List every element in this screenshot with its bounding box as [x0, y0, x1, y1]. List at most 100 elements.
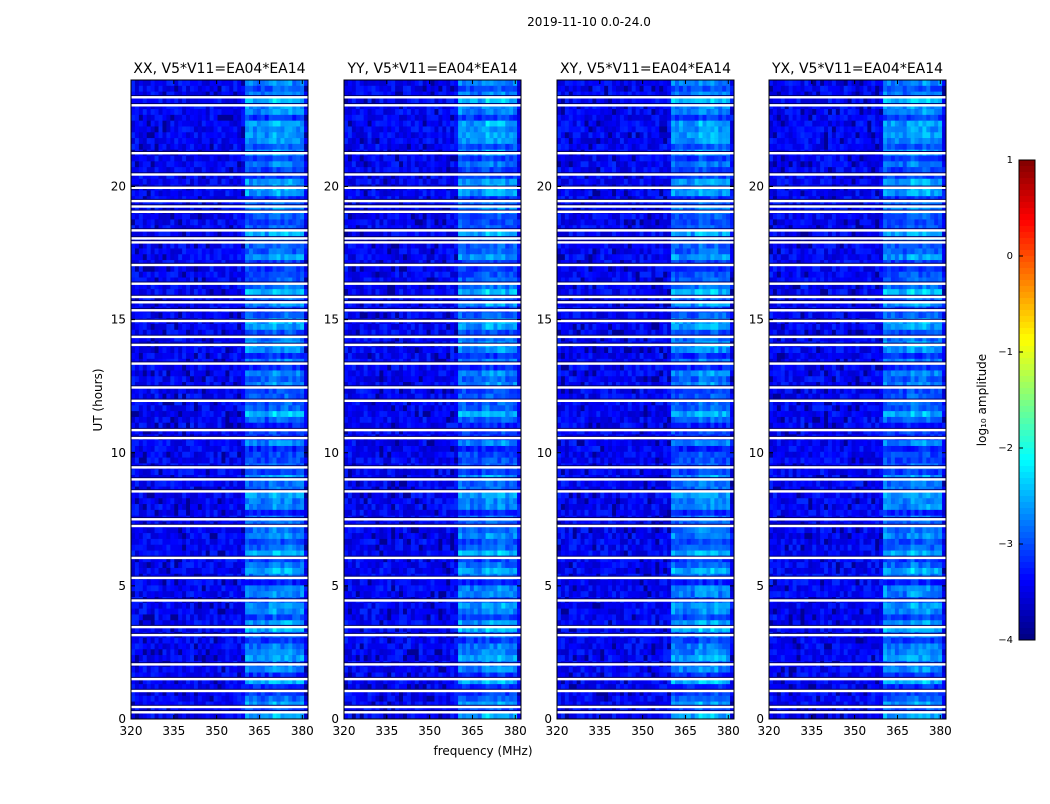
spectrogram-cell	[225, 219, 230, 226]
spectrogram-cell	[241, 353, 246, 360]
spectrogram-cell	[134, 231, 140, 238]
spectrogram-cell	[138, 347, 144, 354]
spectrogram-cell	[276, 370, 281, 377]
spectrogram-cell	[276, 219, 281, 226]
spectrogram-cell	[256, 109, 262, 116]
spectrogram-cell	[296, 393, 301, 400]
spectrogram-cell	[142, 585, 148, 592]
spectrogram-cell	[158, 323, 163, 331]
spectrogram-cell	[190, 585, 195, 592]
spectrogram-cell	[131, 504, 136, 511]
spectrogram-cell	[138, 323, 144, 331]
spectrogram-cell	[229, 393, 234, 400]
spectrogram-cell	[229, 265, 234, 272]
spectrogram-cell	[154, 138, 159, 145]
spectrogram-cell	[205, 213, 210, 220]
spectrogram-cell	[197, 231, 203, 238]
spectrogram-cell	[280, 538, 285, 546]
spectrogram-cell	[205, 440, 210, 447]
spectrogram-cell	[229, 695, 234, 702]
spectrogram-cell	[182, 428, 187, 435]
spectrogram-cell	[288, 469, 293, 476]
spectrogram-cell	[249, 550, 254, 557]
spectrogram-cell	[182, 254, 187, 261]
spectrogram-cell	[150, 329, 155, 336]
spectrogram-cell	[182, 370, 187, 377]
spectrogram-cell	[225, 602, 230, 609]
spectrogram-cell	[229, 329, 234, 336]
spectrogram-cell	[256, 387, 262, 394]
spectrogram-cell	[166, 132, 171, 139]
spectrogram-cell	[284, 672, 289, 679]
spectrogram-cell	[284, 492, 289, 499]
spectrogram-cell	[178, 138, 183, 145]
spectrogram-cell	[201, 265, 207, 272]
spectrogram-cell	[138, 666, 144, 673]
spectrogram-cell	[154, 370, 159, 377]
spectrogram-cell	[201, 457, 207, 464]
spectrogram-cell	[178, 382, 183, 389]
spectrogram-cell	[201, 440, 207, 447]
spectrogram-cell	[245, 626, 250, 633]
spectrogram-cell	[182, 132, 187, 139]
spectrogram-cell	[190, 695, 195, 702]
spectrogram-cell	[131, 533, 136, 540]
spectrogram-cell	[158, 538, 163, 546]
spectrogram-cell	[245, 109, 250, 116]
spectrogram-cell	[256, 480, 262, 487]
spectrogram-cell	[166, 300, 171, 307]
spectrogram-cell	[146, 451, 151, 458]
spectrogram-cell	[245, 445, 250, 453]
spectrogram-cell	[131, 655, 136, 662]
spectrogram-cell	[245, 544, 250, 551]
spectrogram-cell	[241, 445, 246, 453]
spectrogram-cell	[221, 219, 226, 226]
spectrogram-cell	[221, 626, 226, 633]
spectrogram-cell	[292, 335, 297, 342]
spectrogram-cell	[190, 219, 195, 226]
spectrogram-cell	[264, 411, 269, 418]
spectrogram-cell	[233, 556, 238, 563]
spectrogram-cell	[280, 579, 285, 586]
spectrogram-cell	[197, 370, 203, 377]
spectrogram-cell	[138, 399, 144, 406]
spectrogram-cell	[166, 608, 171, 615]
spectrogram-cell	[205, 620, 210, 627]
spectrogram-cell	[142, 155, 148, 162]
spectrogram-cell	[178, 312, 183, 319]
spectrogram-cell	[205, 678, 210, 685]
spectrogram-cell	[190, 382, 195, 389]
spectrogram-cell	[304, 504, 309, 511]
spectrogram-cell	[288, 213, 293, 220]
spectrogram-cell	[268, 178, 273, 185]
spectrogram-cell	[245, 271, 250, 278]
spectrogram-cell	[213, 527, 218, 534]
spectrogram-cell	[182, 556, 187, 563]
spectrogram-cell	[205, 689, 210, 697]
spectrogram-cell	[146, 608, 151, 615]
spectrogram-cell	[217, 353, 222, 360]
spectrogram-cell	[190, 643, 195, 650]
spectrogram-cell	[296, 265, 301, 272]
spectrogram-cell	[146, 271, 151, 278]
spectrogram-cell	[197, 277, 203, 284]
spectrogram-cell	[178, 701, 183, 708]
spectrogram-cell	[272, 498, 277, 505]
spectrogram-cell	[131, 370, 136, 377]
spectrogram-cell	[213, 620, 218, 627]
spectrogram-cell	[304, 579, 309, 586]
spectrogram-cell	[268, 172, 273, 180]
spectrogram-cell	[288, 492, 293, 499]
spectrogram-cell	[174, 655, 179, 662]
spectrogram-cell	[300, 509, 305, 516]
spectrogram-cell	[190, 353, 195, 360]
spectrogram-cell	[233, 562, 238, 569]
spectrogram-cell	[217, 323, 222, 331]
spectrogram-cell	[225, 387, 230, 394]
spectrogram-cell	[146, 626, 151, 633]
spectrogram-cell	[245, 370, 250, 377]
spectrogram-cell	[296, 155, 301, 162]
spectrogram-cell	[154, 684, 159, 691]
spectrogram-cell	[272, 161, 277, 168]
spectrogram-cell	[264, 97, 269, 104]
